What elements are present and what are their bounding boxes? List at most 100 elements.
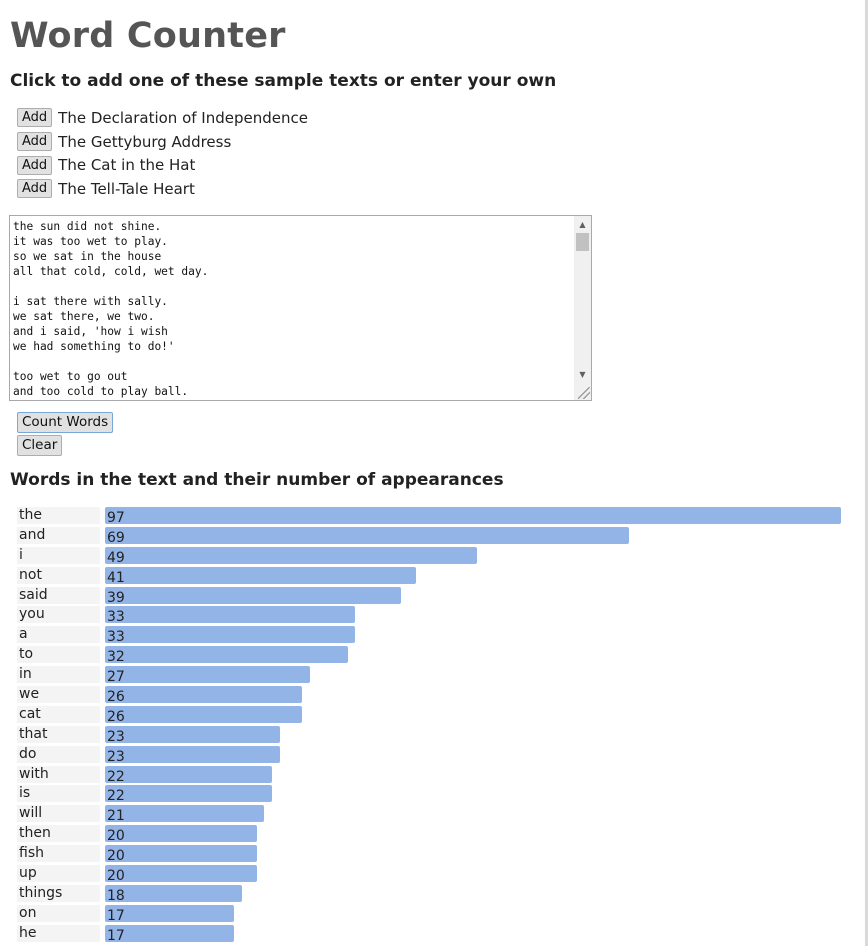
word-label: that [17,725,100,743]
scroll-down-icon[interactable]: ▼ [579,370,586,379]
results-title: Words in the text and their number of ap… [10,470,504,490]
word-count-value: 32 [107,649,125,666]
word-row: then 20 [17,824,847,844]
word-row: i 49 [17,546,847,566]
text-input-content[interactable]: the sun did not shine. it was too wet to… [13,220,209,398]
word-row: we 26 [17,685,847,705]
word-count-value: 39 [107,589,125,606]
word-label: will [17,805,100,823]
sample-instructions: Click to add one of these sample texts o… [10,71,557,91]
word-label: do [17,745,100,763]
word-label: then [17,825,100,843]
word-label: to [17,646,100,664]
word-row: up 20 [17,864,847,884]
word-count-bar: 20 [105,825,257,845]
word-row: that 23 [17,725,847,745]
word-label: and [17,526,100,544]
word-count-value: 69 [107,529,125,546]
word-count-bar: 69 [105,526,629,546]
word-count-bar: 17 [105,904,234,924]
word-count-bar: 39 [105,586,401,606]
word-row: do 23 [17,745,847,765]
word-count-value: 33 [107,609,125,626]
word-count-value: 18 [107,887,125,904]
sample-item: Add The Tell-Tale Heart [17,177,308,201]
word-row: will 21 [17,804,847,824]
textarea-scrollbar[interactable]: ▲ ▼ [574,216,591,400]
word-count-bar: 22 [105,785,272,804]
sample-label: The Declaration of Independence [58,108,308,127]
scroll-thumb[interactable] [576,233,589,251]
word-count-bar: 22 [105,765,272,785]
word-row: not 41 [17,566,847,586]
word-row: is 22 [17,784,847,804]
word-count-bar: 26 [105,686,302,706]
word-row: he 17 [17,924,847,944]
page-title: Word Counter [10,16,286,56]
sample-item: Add The Cat in the Hat [17,153,308,177]
word-count-value: 27 [107,669,125,686]
word-label: up [17,865,100,883]
word-label: in [17,666,100,684]
word-count-value: 17 [107,927,125,944]
sample-list: Add The Declaration of Independence Add … [17,106,308,201]
word-label: not [17,566,100,584]
word-count-value: 17 [107,907,125,924]
word-count-bar: 23 [105,725,280,745]
word-label: a [17,626,100,644]
add-cat-in-the-hat-button[interactable]: Add [17,155,53,175]
word-label: on [17,904,100,922]
word-count-value: 33 [107,629,125,646]
word-label: we [17,686,100,704]
word-row: on 17 [17,904,847,924]
word-count-value: 22 [107,768,125,785]
word-count-value: 41 [107,569,125,586]
sample-item: Add The Gettyburg Address [17,130,308,154]
window-edge [865,0,868,946]
word-count-value: 97 [107,510,125,526]
word-row: and 69 [17,526,847,546]
word-count-bar: 49 [105,546,477,566]
word-count-value: 20 [107,848,125,865]
word-count-bar: 97 [105,507,841,526]
word-count-value: 26 [107,708,125,725]
add-declaration-button[interactable]: Add [17,108,53,128]
add-tell-tale-heart-button[interactable]: Add [17,179,53,199]
word-count-value: 49 [107,549,125,566]
word-label: he [17,924,100,942]
word-label: fish [17,845,100,863]
word-row: with 22 [17,765,847,785]
word-row: in 27 [17,665,847,685]
word-label: you [17,606,100,624]
word-count-bar: 23 [105,745,280,765]
word-count-bar: 20 [105,865,257,884]
word-count-bar: 21 [105,805,264,825]
sample-label: The Tell-Tale Heart [58,179,195,198]
word-count-value: 26 [107,689,125,706]
word-label: with [17,765,100,783]
word-frequency-chart: the 97 and 69 i 49 not 41 said 39 you 33 a 33 to 32 in 27… [17,506,847,944]
word-count-bar: 33 [105,606,355,626]
count-words-button[interactable]: Count Words [17,412,114,433]
word-count-value: 21 [107,808,125,825]
word-label: things [17,884,100,902]
word-row: things 18 [17,884,847,904]
word-count-bar: 32 [105,646,348,666]
word-count-bar: 18 [105,884,242,904]
resize-grip-icon[interactable] [578,387,590,399]
word-row: to 32 [17,645,847,665]
word-count-bar: 17 [105,924,234,944]
add-gettysburg-button[interactable]: Add [17,132,53,152]
sample-label: The Cat in the Hat [58,156,196,175]
clear-button[interactable]: Clear [17,435,63,456]
word-count-bar: 20 [105,845,257,865]
word-count-bar: 41 [105,566,416,586]
scroll-up-icon[interactable]: ▲ [579,220,586,229]
word-label: the [17,507,100,524]
word-row: cat 26 [17,705,847,725]
word-label: cat [17,705,100,723]
sample-label: The Gettyburg Address [58,132,232,151]
word-row: fish 20 [17,844,847,864]
word-count-value: 20 [107,828,125,845]
text-input-area[interactable]: the sun did not shine. it was too wet to… [9,215,592,401]
